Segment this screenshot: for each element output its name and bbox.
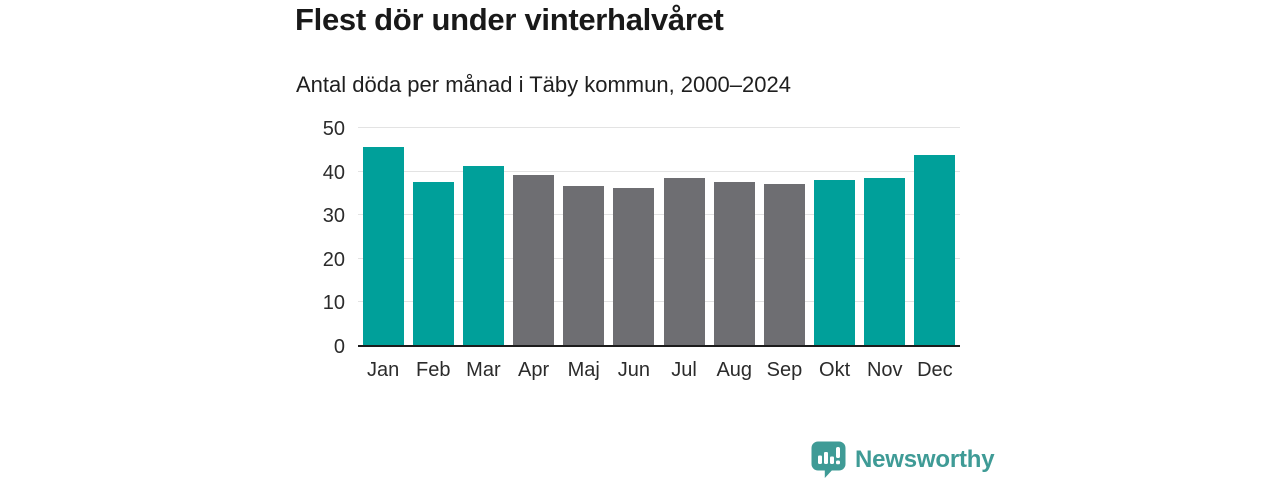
y-tick-label-50: 50	[322, 118, 345, 140]
gridline-20	[358, 257, 960, 259]
gridline-40	[358, 170, 960, 172]
bar-chart-speech-bubble-icon	[811, 441, 846, 478]
y-tick-label-10: 10	[322, 292, 345, 315]
x-tick-label-jan: Jan	[366, 359, 400, 381]
y-tick-label-30: 30	[322, 205, 345, 228]
chart-subtitle: Antal döda per månad i Täby kommun, 2000…	[296, 72, 791, 97]
gridline-50	[358, 127, 960, 128]
x-tick-label-jul: Jul	[671, 359, 697, 381]
x-tick-label-mar: Mar	[466, 359, 501, 381]
bar-jul	[663, 178, 705, 345]
bar-mar	[462, 166, 504, 345]
y-tick-label-0: 0	[333, 336, 345, 358]
x-tick-label-aug: Aug	[716, 359, 753, 381]
bar-dec	[914, 155, 956, 345]
bar-maj	[563, 186, 605, 345]
x-tick-label-dec: Dec	[917, 359, 953, 381]
gridline-10	[358, 301, 960, 303]
bar-okt	[814, 180, 856, 345]
y-tick-label-40: 40	[322, 161, 345, 184]
x-tick-label-nov: Nov	[866, 359, 903, 381]
bar-jun	[613, 188, 655, 345]
bar-jan	[362, 146, 404, 345]
x-tick-label-okt: Okt	[819, 359, 851, 381]
bar-feb	[412, 182, 454, 345]
newsworthy-logo[interactable]: Newsworthy	[811, 441, 995, 479]
plot-area	[358, 127, 960, 347]
brand-name: Newsworthy	[855, 446, 995, 473]
x-tick-label-jun: Jun	[617, 359, 651, 381]
x-tick-label-feb: Feb	[416, 359, 451, 381]
x-tick-label-sep: Sep	[766, 359, 803, 381]
gridline-30	[358, 214, 960, 216]
bar-aug	[713, 182, 755, 345]
y-tick-label-20: 20	[322, 248, 345, 271]
chart-title: Flest dör under vinterhalvåret	[295, 2, 724, 37]
x-tick-label-maj: Maj	[567, 359, 600, 381]
x-tick-label-apr: Apr	[518, 359, 550, 381]
bar-sep	[763, 184, 805, 345]
bar-apr	[513, 175, 555, 345]
bar-nov	[864, 178, 906, 345]
